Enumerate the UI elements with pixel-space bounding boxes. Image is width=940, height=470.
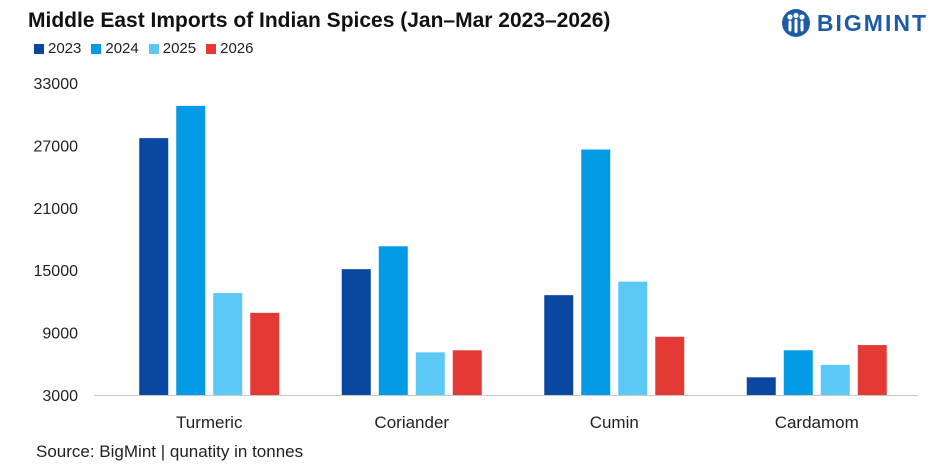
bar-turmeric-2025 — [213, 293, 243, 395]
legend-swatch — [34, 43, 44, 54]
y-tick-label: 33000 — [34, 76, 79, 93]
legend-label: 2024 — [105, 40, 139, 57]
bar-cumin-2026 — [655, 336, 685, 395]
legend-item-2025: 2025 — [148, 40, 197, 57]
x-category-label: Cardamom — [775, 413, 859, 432]
bar-coriander-2026 — [452, 350, 482, 395]
x-category-label: Turmeric — [176, 413, 243, 432]
legend-swatch — [148, 43, 159, 54]
legend-item-2026: 2026 — [206, 40, 254, 57]
bar-turmeric-2023 — [139, 138, 169, 395]
y-tick-label: 15000 — [34, 263, 79, 280]
y-tick-label: 21000 — [34, 201, 79, 218]
legend-swatch — [206, 43, 217, 54]
bar-cumin-2024 — [581, 149, 611, 395]
brand-logo: BIGMINT — [781, 8, 928, 38]
bar-cardamom-2023 — [746, 377, 776, 395]
y-tick-label: 9000 — [42, 326, 78, 343]
bar-cardamom-2026 — [857, 345, 887, 395]
legend-item-2023: 2023 — [34, 40, 81, 57]
bigmint-logo-icon — [781, 9, 810, 37]
legend-label: 2023 — [48, 40, 82, 57]
legend-label: 2026 — [220, 40, 254, 57]
y-tick-label: 27000 — [34, 138, 79, 155]
bar-turmeric-2026 — [250, 312, 280, 395]
legend-swatch — [91, 43, 102, 54]
bar-cumin-2025 — [618, 281, 648, 395]
bar-turmeric-2024 — [176, 105, 206, 395]
bar-cardamom-2025 — [820, 364, 850, 395]
bar-coriander-2023 — [341, 269, 371, 395]
chart-title: Middle East Imports of Indian Spices (Ja… — [28, 9, 611, 32]
bar-coriander-2025 — [415, 352, 445, 395]
brand-name: BIGMINT — [816, 9, 928, 36]
legend-label: 2025 — [162, 40, 197, 57]
source-note: Source: BigMint | qunatity in tonnes — [36, 442, 304, 461]
bar-cumin-2023 — [544, 295, 574, 395]
legend-item-2024: 2024 — [91, 40, 139, 57]
x-category-label: Cumin — [590, 413, 639, 432]
bar-cardamom-2024 — [783, 350, 813, 395]
bar-coriander-2024 — [378, 246, 408, 395]
chart-legend: 2023 2024 2025 2026 — [34, 40, 254, 57]
x-category-label: Coriander — [374, 413, 449, 432]
y-tick-label: 3000 — [42, 388, 78, 405]
